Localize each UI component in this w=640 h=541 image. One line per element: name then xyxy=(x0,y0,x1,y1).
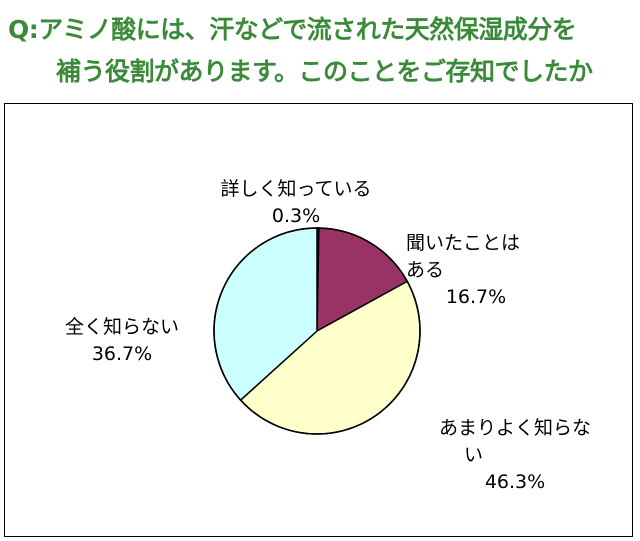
slice-label-detail: 詳しく知っている 0.3% xyxy=(196,176,396,230)
question-title: Q:アミノ酸には、汗などで流された天然保湿成分を 補う役割があります。このことを… xyxy=(0,0,640,105)
question-line-1: Q:アミノ酸には、汗などで流された天然保湿成分を xyxy=(8,15,577,44)
pie-outline xyxy=(213,227,421,435)
slice-label-none-value: 36.7% xyxy=(91,343,153,365)
pie-slices xyxy=(213,227,421,435)
slice-label-heard: 聞いたことは ある 16.7% xyxy=(406,230,546,311)
slice-label-detail-text: 詳しく知っている xyxy=(220,178,372,200)
slice-label-notwell-text-1: あまりよく知らな xyxy=(438,417,591,439)
slice-label-notwell-text-2: い xyxy=(464,444,484,466)
question-line-2: 補う役割があります。このことをご存知でしたか xyxy=(56,57,593,86)
slice-label-notwell: あまりよく知らな い 46.3% xyxy=(420,415,610,496)
slice-label-detail-value: 0.3% xyxy=(271,205,321,227)
slice-label-heard-text-2: ある xyxy=(406,259,445,281)
slice-label-heard-text-1: 聞いたことは xyxy=(406,232,521,254)
slice-label-none: 全く知らない 36.7% xyxy=(52,314,192,368)
slice-label-notwell-value: 46.3% xyxy=(484,471,546,493)
slice-label-none-text: 全く知らない xyxy=(64,316,179,338)
slice-label-heard-value: 16.7% xyxy=(445,286,507,308)
